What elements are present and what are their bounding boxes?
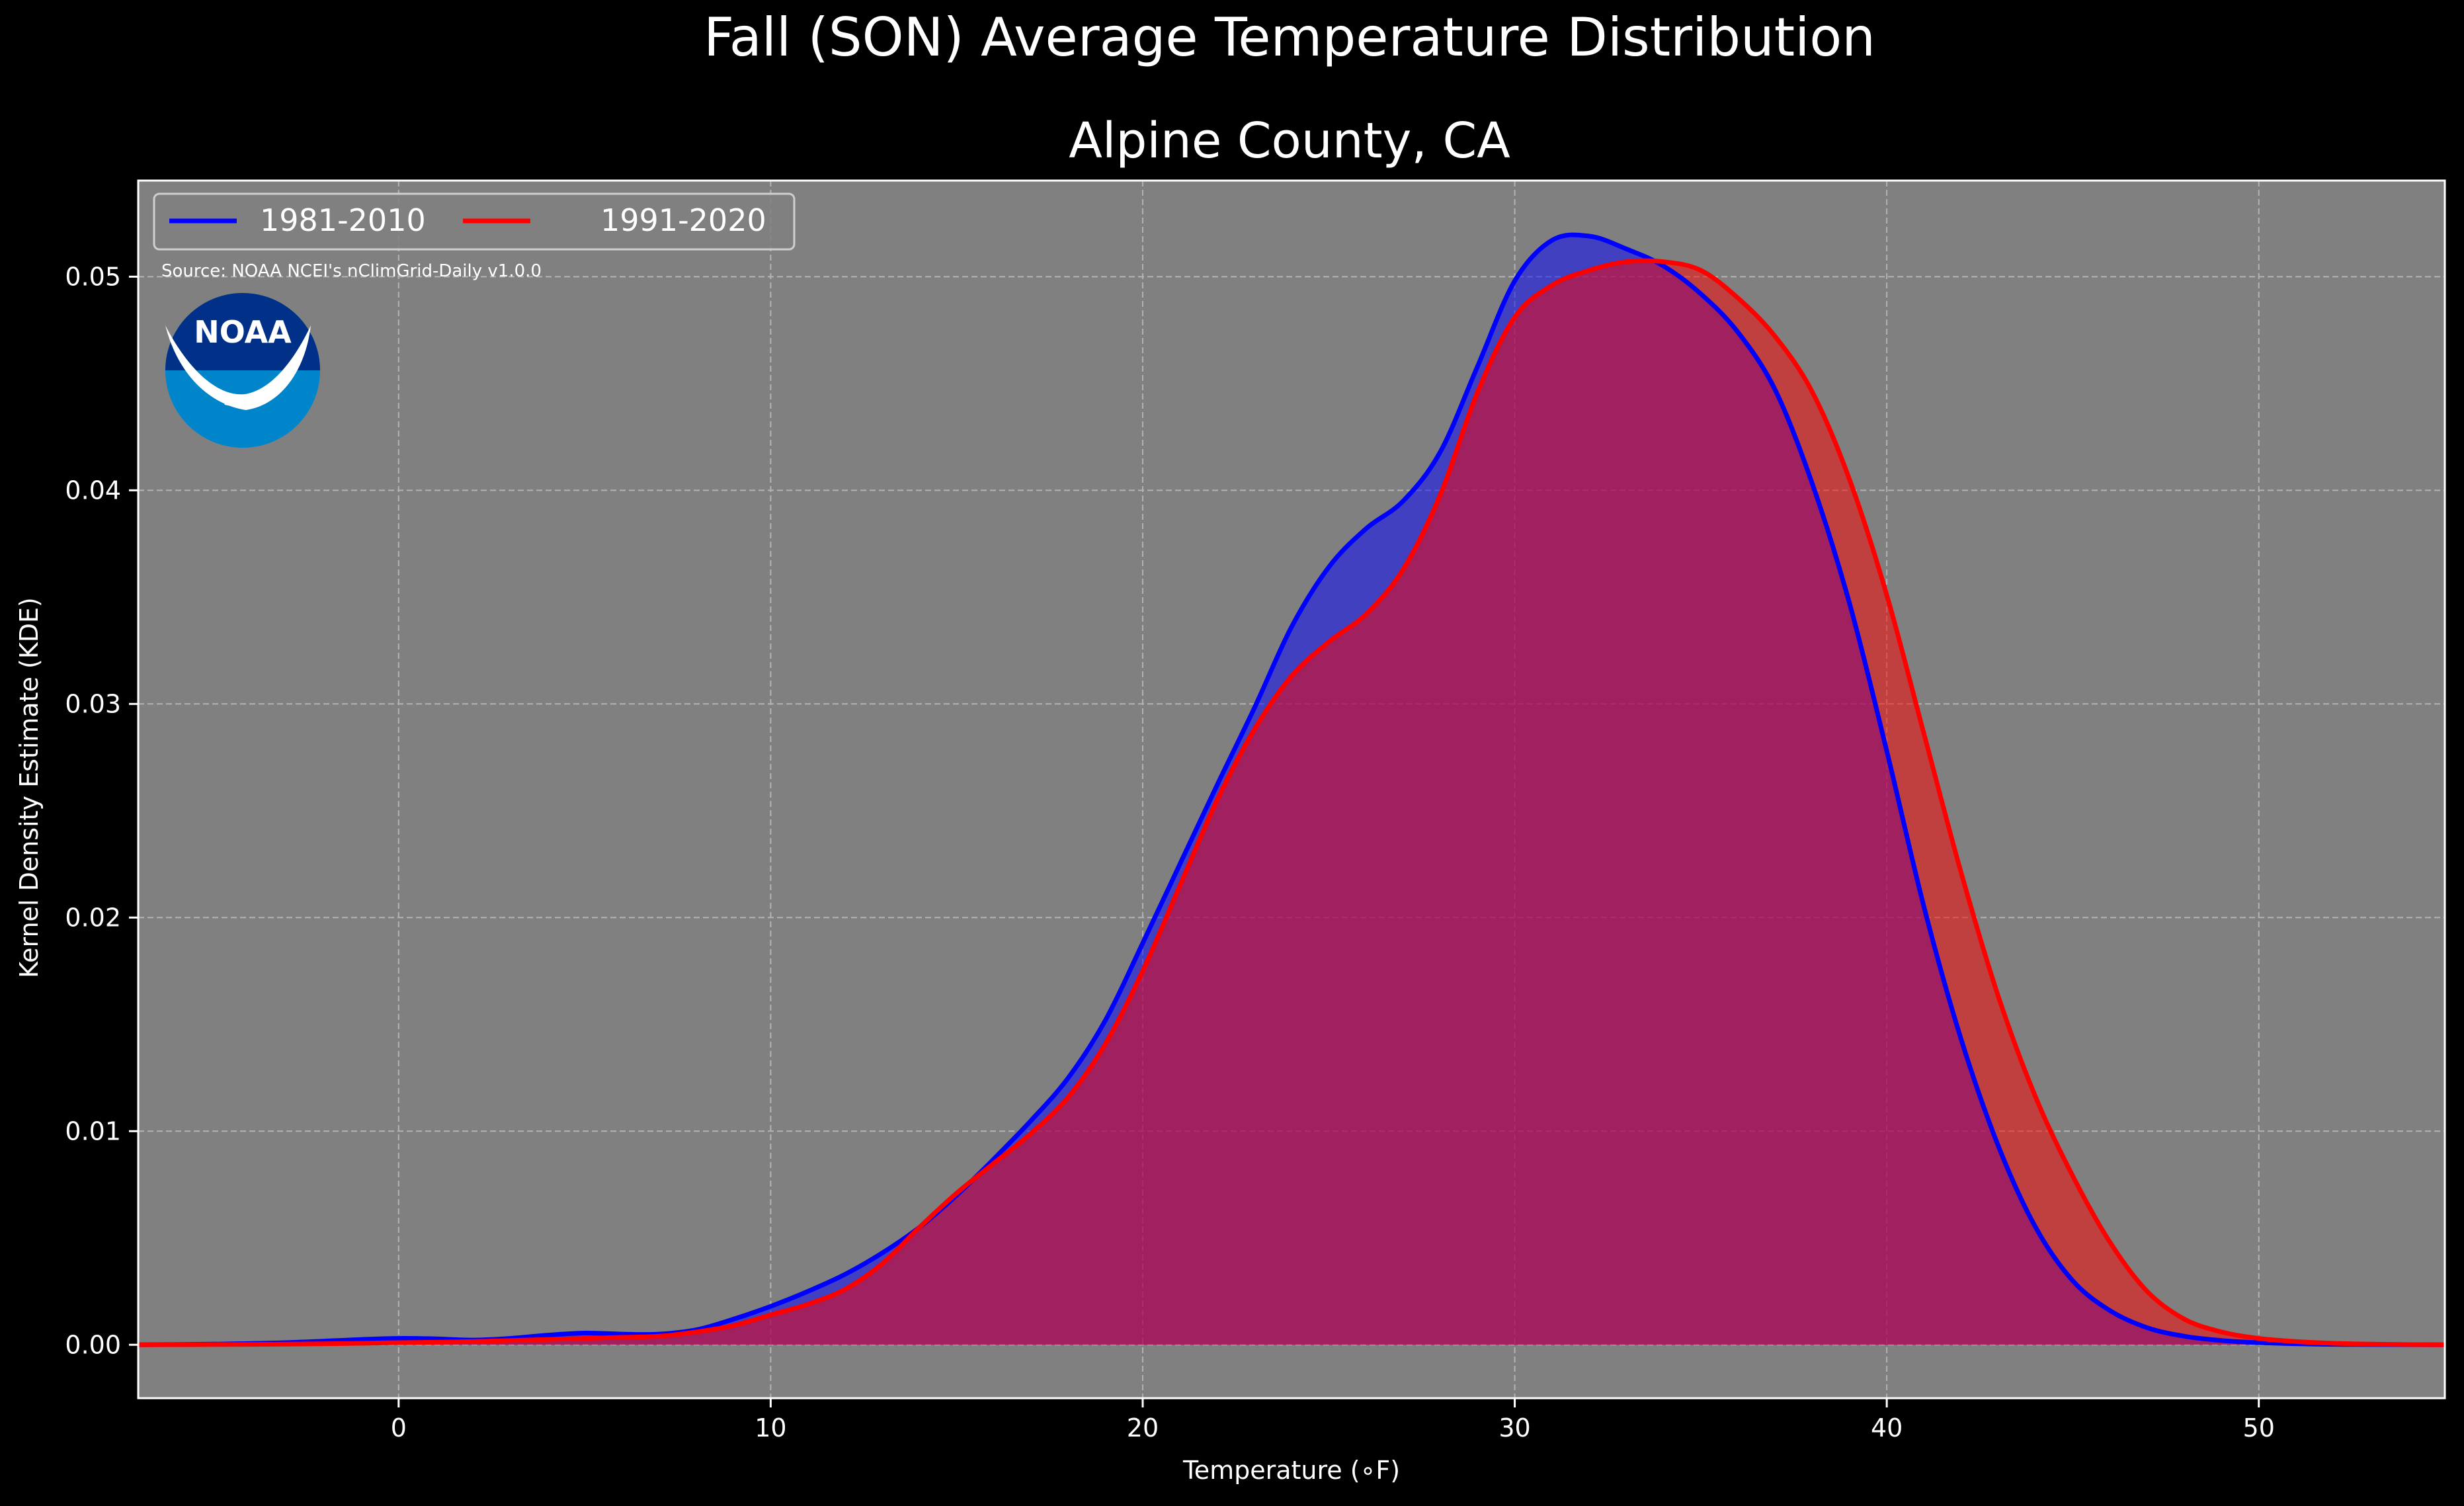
series-layer [138, 232, 2445, 1347]
x-tick-label: 40 [1871, 1413, 1903, 1443]
axis-ticks: 0 10 20 30 40 50 0.00 0.01 0.02 0.03 0.04 0.05 [65, 262, 2274, 1443]
noaa-logo: NOAA [165, 293, 320, 448]
chart-subtitle: Alpine County, CA [1069, 112, 1510, 169]
x-axis-label: Temperature (∘F) [1182, 1456, 1400, 1485]
y-tick-label: 0.02 [65, 903, 121, 932]
line-1981-2010 [138, 232, 2445, 1347]
y-tick-label: 0.05 [65, 262, 121, 291]
line-1991-2020 [138, 258, 2445, 1347]
area-1991-2020 [138, 261, 2445, 1345]
y-axis-label: Kernel Density Estimate (KDE) [15, 597, 44, 978]
y-tick-label: 0.00 [65, 1330, 121, 1359]
legend-label-1991-2020: 1991-2020 [600, 202, 766, 238]
y-tick-label: 0.01 [65, 1116, 121, 1146]
legend-label-1981-2010: 1981-2010 [260, 202, 426, 238]
y-tick-label: 0.04 [65, 476, 121, 505]
plot-frame [137, 179, 2446, 1400]
x-tick-label: 10 [755, 1413, 786, 1443]
chart-title: Fall (SON) Average Temperature Distribut… [704, 7, 1875, 68]
x-tick-label: 30 [1499, 1413, 1530, 1443]
noaa-logo-text: NOAA [194, 314, 292, 350]
source-note: Source: NOAA NCEI's nClimGrid-Daily v1.0… [161, 261, 542, 281]
x-tick-label: 50 [2243, 1413, 2275, 1443]
x-tick-label: 20 [1127, 1413, 1159, 1443]
legend: 1981-2010 1991-2020 [153, 192, 796, 251]
x-tick-label: 0 [391, 1413, 407, 1443]
y-tick-label: 0.03 [65, 689, 121, 718]
grid [138, 181, 2445, 1398]
